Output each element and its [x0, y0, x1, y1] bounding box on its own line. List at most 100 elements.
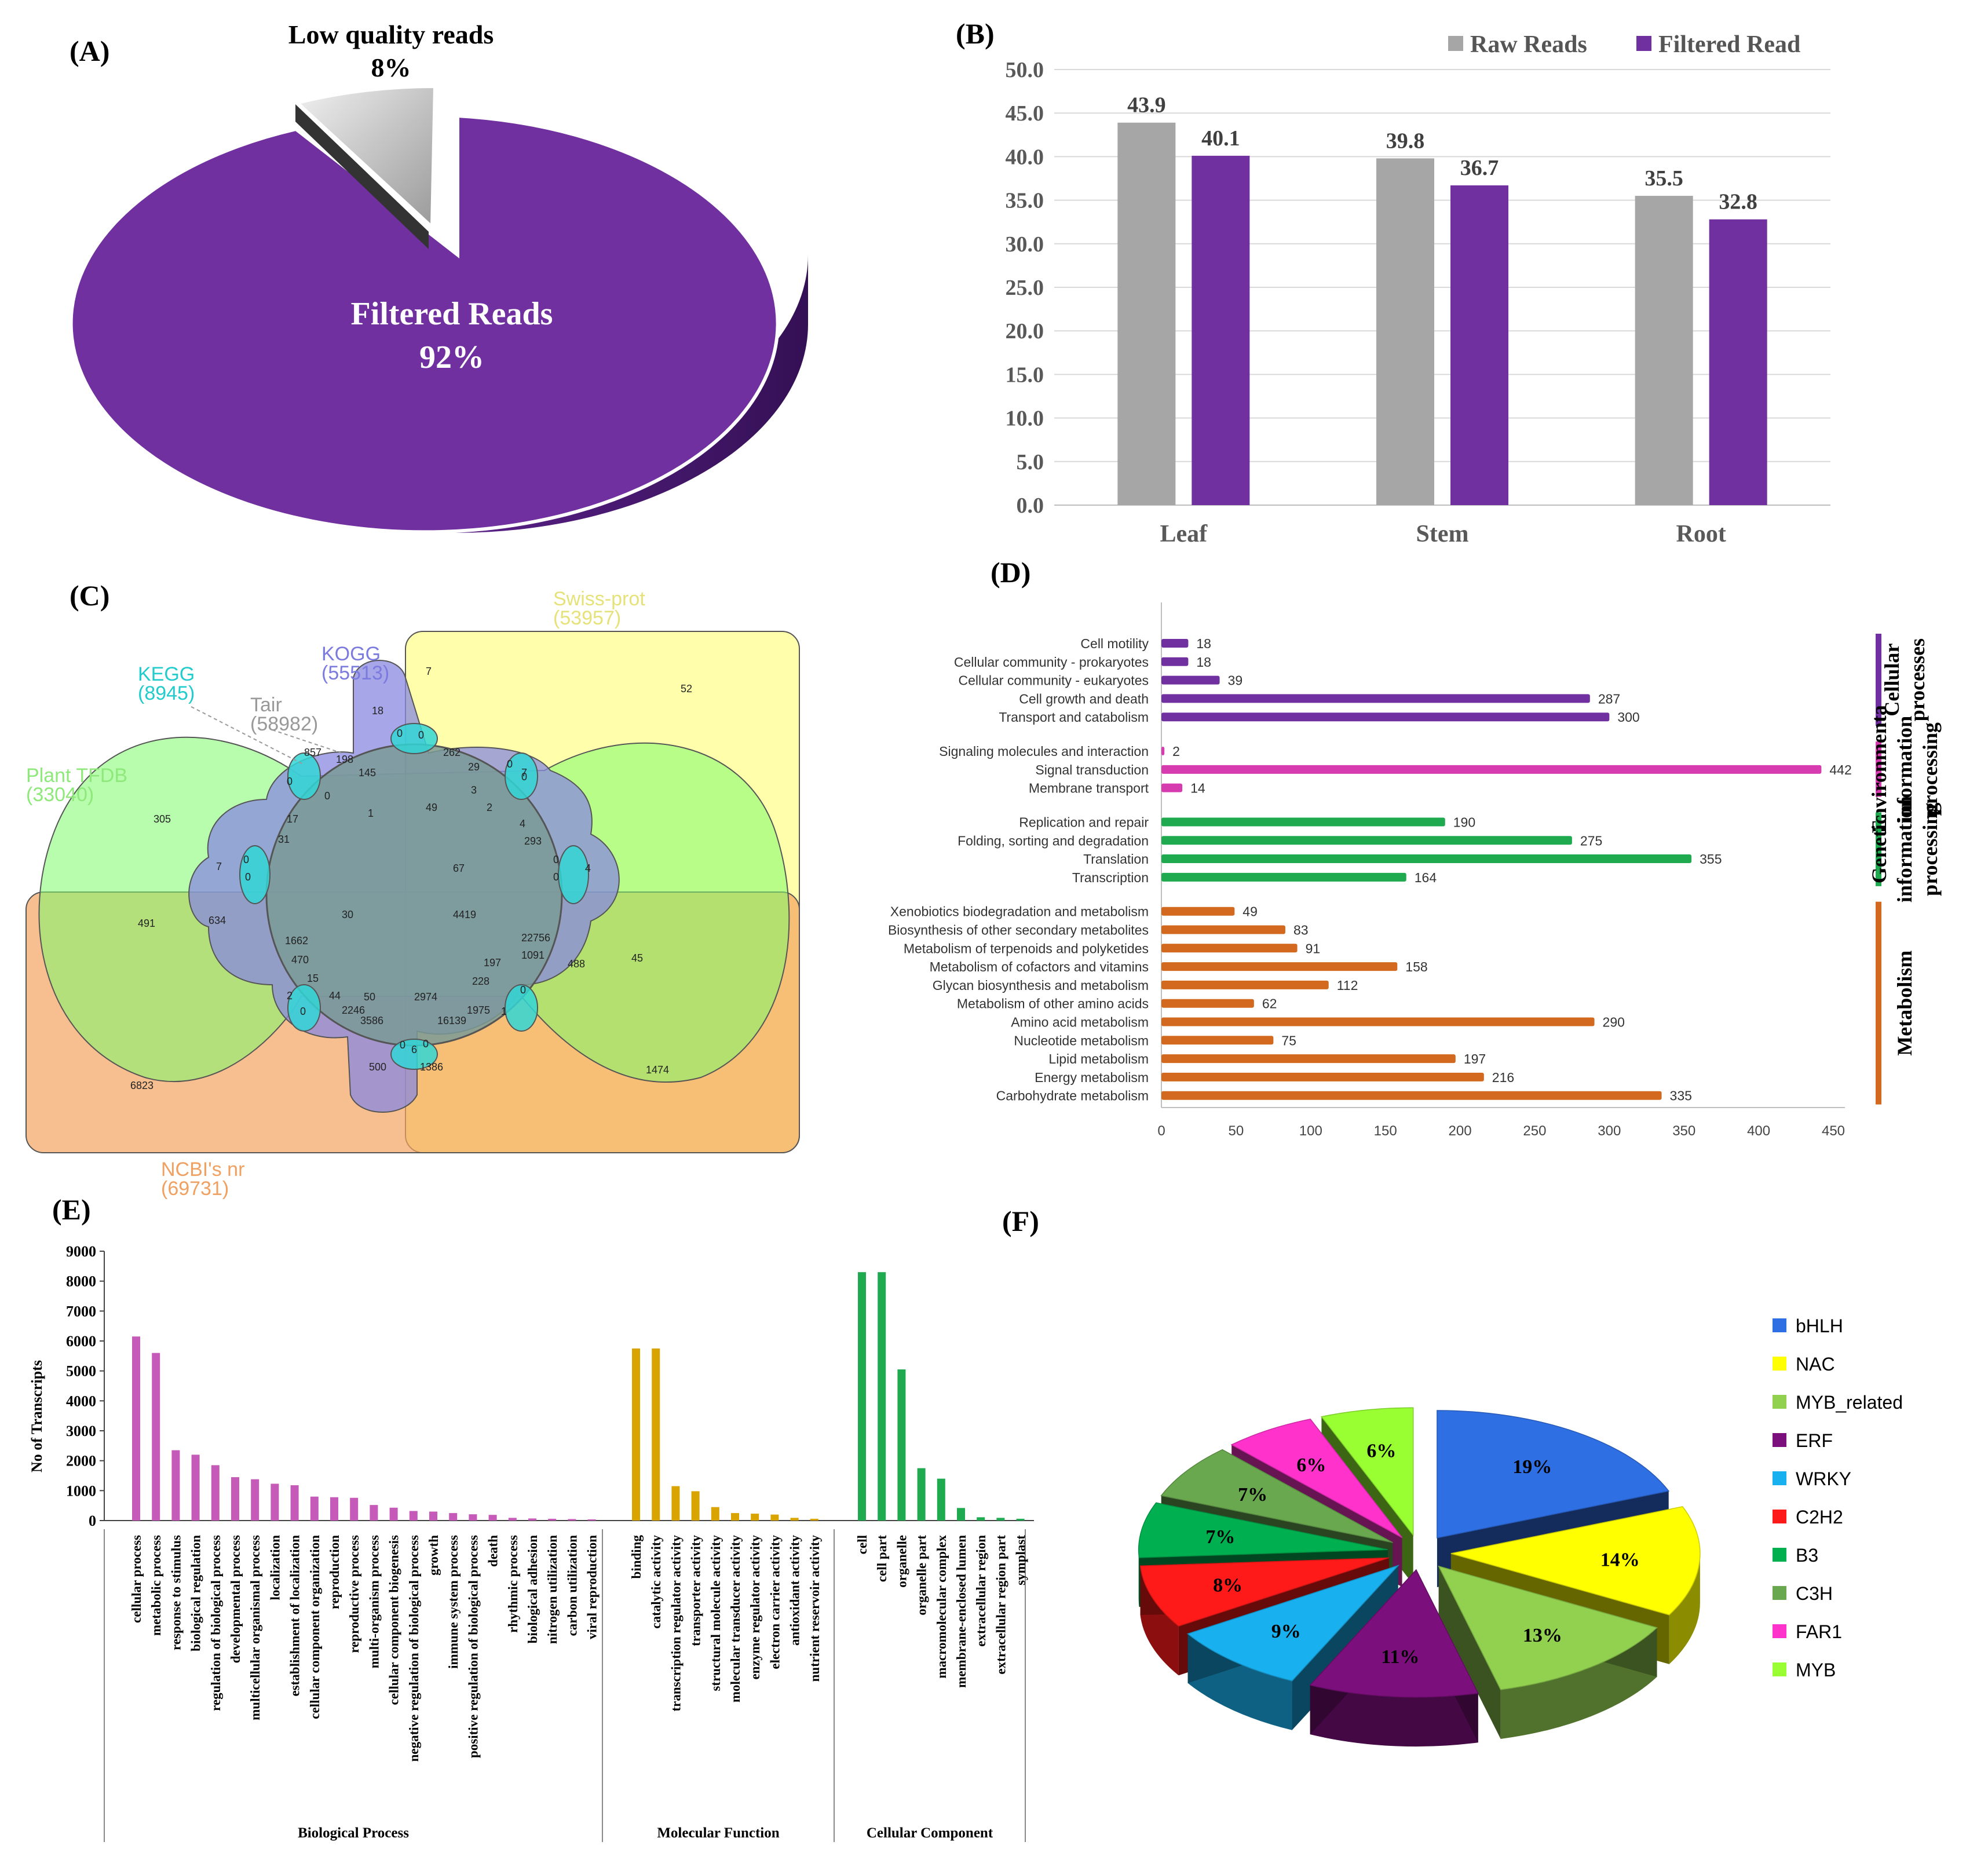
group-label-d: information [1893, 716, 1916, 823]
slice-f-myb_related: 13% [1438, 1565, 1658, 1739]
x-tick-d: 450 [1822, 1123, 1845, 1139]
bar-label-d: Cell growth and death [1019, 691, 1149, 706]
x-tick-e: growth [426, 1535, 441, 1576]
y-tick-e: 4000 [66, 1393, 96, 1409]
venn-region-value: 49 [426, 802, 437, 813]
bar-value-d: 83 [1293, 922, 1309, 937]
bar-value-d: 275 [1580, 833, 1602, 848]
bar-label-d: Biosynthesis of other secondary metaboli… [888, 922, 1149, 937]
panel-label-b: (B) [956, 17, 995, 50]
venn-region-value: 262 [443, 747, 461, 758]
legend-b-raw-label: Raw Reads [1470, 31, 1587, 58]
pie-a-filtered-name: Filtered Reads [351, 296, 553, 332]
legend-f-swatch [1773, 1395, 1786, 1409]
venn-region-value: 4 [520, 818, 525, 829]
y-tick-b: 35.0 [1006, 189, 1044, 213]
bar-d [1161, 1072, 1484, 1081]
legend-f-swatch [1773, 1624, 1786, 1638]
legend-f-swatch [1773, 1471, 1786, 1485]
venn-count-swissprot: (53957) [553, 607, 621, 629]
x-tick-e: membrane-enclosed lumen [954, 1535, 969, 1688]
venn-region-value: 7 [426, 666, 432, 677]
bar-d [1161, 962, 1398, 971]
x-tick-e: reproductive process [347, 1535, 361, 1653]
y-tick-e: 5000 [66, 1363, 96, 1380]
bar-e [152, 1353, 160, 1521]
panel-d-bars: Cell motility 18 Cellular community - prok… [888, 636, 1852, 1103]
bar-value-d: 112 [1337, 978, 1358, 993]
venn-region-value: 197 [484, 957, 501, 969]
legend-f-label: bHLH [1796, 1315, 1843, 1336]
bar-e [957, 1508, 965, 1521]
venn-region-value: 67 [453, 863, 465, 874]
bar-d [1161, 1091, 1662, 1100]
bar-label-d: Cellular community - prokaryotes [954, 655, 1149, 670]
bar-value-d: 18 [1196, 636, 1211, 651]
slice-top [1230, 1419, 1403, 1539]
legend-b-filtered-label: Filtered Read [1658, 31, 1800, 58]
slice-side [1669, 1553, 1700, 1664]
venn-region-value: 293 [524, 835, 542, 847]
y-tick-b: 30.0 [1006, 232, 1044, 257]
x-tick-e: extracellular region part [993, 1535, 1008, 1675]
venn-region-value: 857 [304, 747, 321, 758]
venn-region-value: 1662 [285, 935, 308, 947]
bar-value-d: 290 [1603, 1014, 1625, 1029]
venn-count-plant-tfdb: (33040) [26, 784, 94, 806]
bar-value-d: 14 [1190, 781, 1205, 796]
venn-region-value: 491 [138, 918, 155, 929]
venn-region-value: 0 [397, 728, 403, 739]
bar-label-d: Cell motility [1080, 636, 1149, 651]
venn-region-value: 22756 [521, 932, 550, 944]
y-tick-b: 5.0 [1017, 450, 1044, 474]
bar-d [1161, 1036, 1274, 1045]
bar-label-d: Energy metabolism [1035, 1070, 1149, 1085]
bar-e [731, 1513, 739, 1521]
bar-e [191, 1455, 200, 1521]
x-tick-e: positive regulation of biological proces… [466, 1535, 480, 1758]
group-bar-d [1876, 741, 1881, 797]
panel-c-venn: Swiss-prot (53957) KOGG (55513) KEGG (89… [25, 588, 800, 1200]
venn-region-value: 18 [372, 705, 383, 717]
slice-top [1321, 1407, 1414, 1537]
bar-e [878, 1272, 886, 1521]
bar-d [1161, 907, 1235, 916]
bar-value-d: 300 [1617, 710, 1639, 725]
venn-region-value: 0 [553, 871, 559, 883]
venn-region-value: 1975 [467, 1004, 490, 1016]
bar-d [1161, 944, 1298, 953]
group-label-d: processing [1918, 722, 1942, 816]
bar-d [1161, 1017, 1595, 1026]
bar-label-d: Transcription [1072, 870, 1149, 885]
venn-count-tair: (58982) [250, 713, 318, 735]
bar-e [671, 1486, 680, 1521]
slice-label-f: 6% [1296, 1455, 1326, 1476]
panel-b-grid [1054, 69, 1830, 506]
x-tick-e: cell part [875, 1535, 889, 1582]
group-label-e: Molecular Function [657, 1825, 779, 1841]
x-tick-e: reproduction [327, 1535, 342, 1609]
x-tick-e: organelle [894, 1535, 909, 1588]
x-tick-e: localization [268, 1535, 282, 1600]
x-tick-e: carbon utilization [565, 1535, 579, 1636]
x-tick-e: regulation of biological process [209, 1535, 223, 1711]
venn-region-value: 0 [324, 790, 330, 802]
bar-e [977, 1517, 985, 1521]
bar-d [1161, 817, 1445, 827]
bar-label-d: Metabolism of cofactors and vitamins [930, 959, 1149, 974]
panel-f-legend: bHLH NAC MYB_related ERF WRKY C2H2 B3 C3H FAR1 MY… [1773, 1315, 1903, 1680]
group-label-d: processes [1906, 638, 1929, 721]
bar-e [449, 1513, 458, 1521]
legend-f-swatch [1773, 1662, 1786, 1676]
legend-f-label: MYB [1796, 1660, 1836, 1680]
venn-region-value: 0 [423, 1038, 429, 1050]
venn-region-value: 488 [568, 958, 585, 970]
bar-e [937, 1478, 945, 1521]
panel-label-d: (D) [991, 556, 1030, 589]
bar-value-d: 75 [1281, 1033, 1296, 1048]
y-tick-e: 7000 [66, 1303, 96, 1320]
bar-e [370, 1505, 378, 1521]
venn-region-value: 0 [507, 758, 513, 770]
bar-value-d: 18 [1196, 655, 1211, 670]
y-tick-b: 50.0 [1006, 58, 1044, 82]
